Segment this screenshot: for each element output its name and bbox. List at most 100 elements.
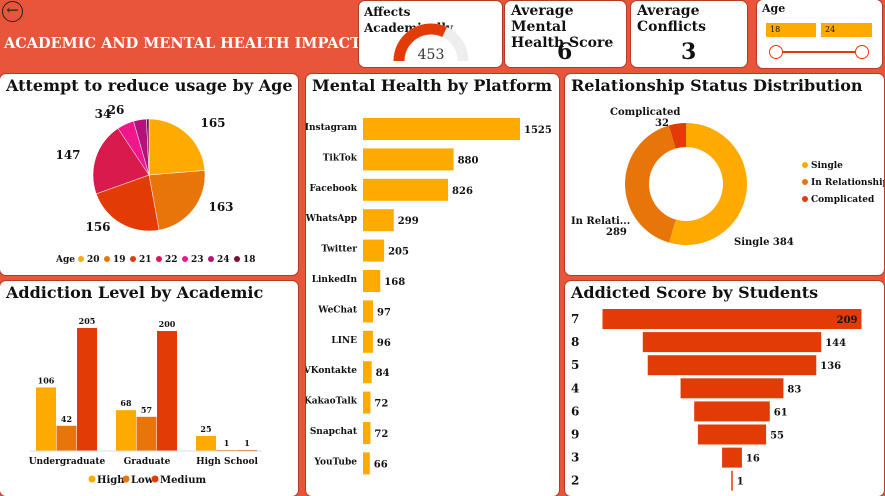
academic-bar-high	[196, 436, 216, 451]
card-funnel: Addicted Score by Students 7 209 8 144 5 136 4…	[565, 281, 884, 496]
academic-group-label: High School	[196, 457, 258, 467]
age-slicer: Age 18 24	[757, 0, 882, 68]
age-pie-slice-20	[148, 118, 206, 176]
platform-label: VKontakte	[306, 366, 357, 376]
academic-legend-marker	[88, 475, 96, 483]
rel-donut-slice-2	[668, 123, 686, 149]
funnel-bar	[697, 424, 767, 445]
academic-group-label: Undergraduate	[29, 457, 106, 467]
age-legend-label: 23	[191, 255, 204, 265]
platform-label: YouTube	[313, 457, 357, 467]
kpi-mental-label-1: Average Mental	[511, 3, 574, 35]
age-legend-marker	[182, 256, 188, 262]
platform-label: KakaoTalk	[306, 397, 358, 407]
age-legend-marker	[130, 256, 136, 262]
rel-donut-slice-0	[669, 123, 748, 246]
academic-bar-value: 200	[159, 319, 176, 329]
platform-label: LINE	[331, 336, 357, 346]
platform-label: Twitter	[321, 245, 357, 255]
platform-value: 72	[374, 399, 388, 410]
academic-legend-label: Medium	[160, 475, 206, 486]
age-pie-slice-19	[148, 170, 206, 231]
platform-bar	[363, 452, 370, 475]
relationship-title: Relationship Status Distribution	[571, 76, 863, 95]
platform-value: 880	[458, 155, 479, 166]
funnel-bar	[680, 378, 784, 399]
rel-label-complicated-value: 32	[655, 118, 669, 129]
card-academic: Addiction Level by Academic 106 42 205 Unde…	[0, 281, 298, 496]
age-slider-handle-max[interactable]	[855, 45, 869, 59]
kpi-mental-value: 6	[557, 39, 573, 65]
rel-label-single: Single 384	[734, 237, 794, 248]
age-pie-value-label: 147	[55, 148, 80, 162]
age-max-input[interactable]: 24	[821, 23, 872, 37]
funnel-value: 136	[820, 361, 841, 372]
back-button[interactable]: ←	[2, 1, 23, 22]
funnel-title: Addicted Score by Students	[571, 283, 819, 302]
funnel-category: 7	[571, 312, 579, 326]
kpi-mental-health-score: Average Mental Health Score 6	[505, 1, 626, 67]
platform-label: LinkedIn	[312, 275, 358, 285]
platform-bar	[363, 148, 454, 171]
age-slider-handle-min[interactable]	[769, 45, 783, 59]
age-pie-value-label: 34	[95, 107, 112, 121]
rel-legend-label: In Relationship	[811, 178, 884, 188]
funnel-value: 83	[787, 384, 801, 395]
platform-bar	[363, 361, 372, 384]
age-pie-value-label: 156	[85, 220, 110, 234]
kpi-average-conflicts: Average Conflicts 3	[631, 1, 747, 67]
platform-value: 84	[376, 368, 390, 379]
funnel-bar	[722, 447, 742, 468]
platform-value: 299	[398, 216, 419, 227]
academic-bar-chart: 106 42 205 Undergraduate 68 57 200 Graduate 25 1 1…	[29, 316, 262, 486]
card-age-pie: Attempt to reduce usage by Age 165 163 156…	[0, 74, 298, 275]
rel-label-complicated: Complicated	[610, 107, 680, 118]
academic-bar-high	[116, 410, 136, 451]
platform-value: 96	[377, 338, 391, 349]
platform-value: 72	[374, 429, 388, 440]
academic-bar-value: 205	[79, 316, 96, 326]
age-pie-title: Attempt to reduce usage by Age	[6, 76, 293, 95]
academic-bar-low	[56, 425, 77, 451]
age-pie-slice-18	[146, 118, 150, 176]
platform-label: TikTok	[323, 153, 358, 163]
platform-value: 205	[388, 247, 409, 258]
age-legend-label: 20	[87, 255, 100, 265]
age-legend-label: 24	[217, 255, 230, 265]
age-min-input[interactable]: 18	[766, 23, 816, 37]
age-legend-marker	[78, 256, 84, 262]
gauge-fill	[393, 23, 447, 62]
relationship-donut-chart: Complicated 32 In Relati... 289 Single 3…	[571, 107, 884, 248]
rel-label-inrel: In Relati...	[571, 216, 630, 227]
gauge: 453	[393, 23, 469, 63]
rel-label-inrel-value: 289	[606, 227, 627, 238]
funnel-bar	[647, 355, 817, 376]
platform-label: Instagram	[306, 123, 357, 133]
funnel-value: 16	[746, 454, 760, 465]
age-pie-value-label: 26	[108, 103, 125, 117]
age-pie-slice-22	[92, 128, 150, 195]
platform-bar	[363, 330, 373, 353]
academic-bar-high	[36, 387, 56, 451]
platform-bar	[363, 422, 371, 444]
rel-legend-marker	[802, 162, 808, 168]
funnel-value: 61	[774, 407, 788, 418]
rel-legend-marker	[802, 196, 808, 202]
rel-legend-label: Single	[811, 161, 843, 171]
rel-donut-slice-1	[625, 125, 676, 243]
platform-value: 168	[384, 277, 405, 288]
academic-bar-value: 1	[244, 438, 250, 448]
platform-value: 66	[374, 459, 388, 470]
platform-value: 1525	[524, 125, 552, 136]
age-slider-track[interactable]	[775, 51, 865, 53]
academic-bar-value: 25	[200, 424, 211, 434]
academic-legend-marker	[122, 475, 130, 483]
funnel-value: 209	[837, 315, 858, 326]
funnel-chart: 7 209 8 144 5 136 4 83 6 61 9 55 3 16 2 1	[571, 309, 862, 491]
rel-legend-marker	[802, 179, 808, 185]
academic-bar-value: 106	[38, 375, 55, 385]
academic-bar-value: 1	[224, 438, 230, 448]
platform-bar	[363, 118, 520, 140]
funnel-value: 1	[737, 477, 744, 488]
